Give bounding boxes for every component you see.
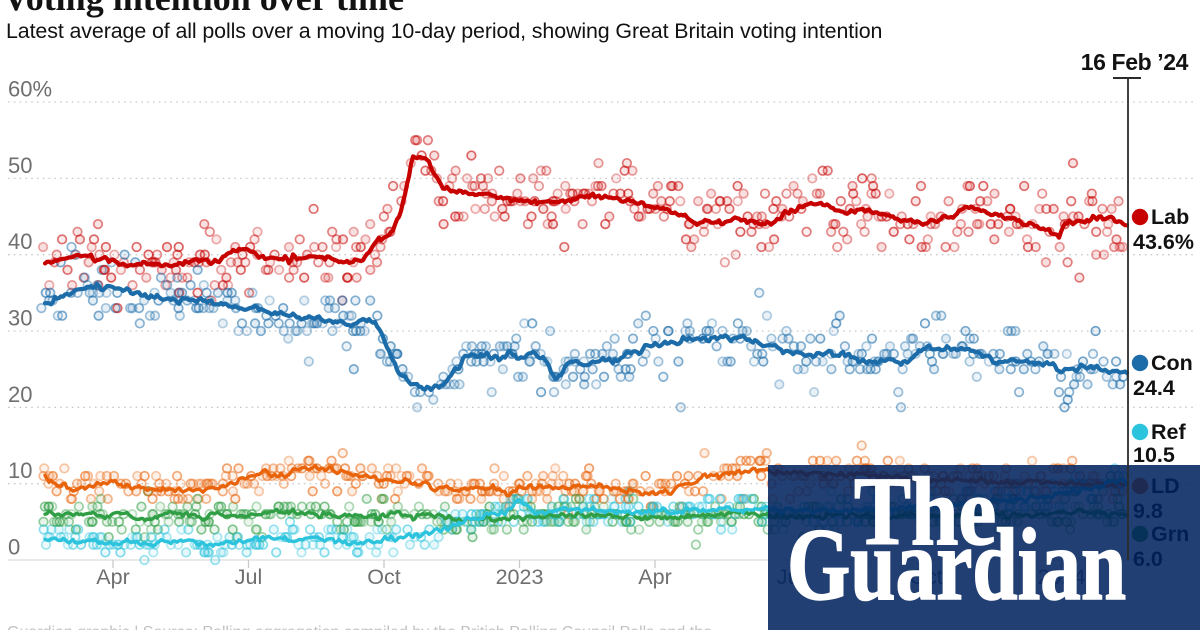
svg-text:Apr: Apr	[638, 565, 671, 589]
svg-text:60%: 60%	[8, 77, 52, 102]
svg-text:10.5: 10.5	[1133, 443, 1175, 467]
svg-text:0: 0	[8, 535, 20, 560]
svg-text:40: 40	[8, 229, 32, 254]
svg-text:30: 30	[8, 306, 32, 331]
svg-text:50: 50	[8, 153, 32, 178]
svg-text:Oct: Oct	[367, 565, 400, 589]
svg-text:24.4: 24.4	[1133, 376, 1175, 400]
svg-text:10: 10	[8, 458, 32, 483]
svg-text:43.6%: 43.6%	[1133, 230, 1194, 254]
svg-text:Lab: Lab	[1151, 205, 1189, 229]
svg-text:Con: Con	[1151, 351, 1193, 375]
svg-text:Jul: Jul	[235, 565, 262, 589]
svg-text:20: 20	[8, 382, 32, 407]
svg-text:Apr: Apr	[96, 565, 129, 589]
svg-text:2023: 2023	[496, 565, 544, 589]
svg-text:Ref: Ref	[1151, 420, 1186, 444]
